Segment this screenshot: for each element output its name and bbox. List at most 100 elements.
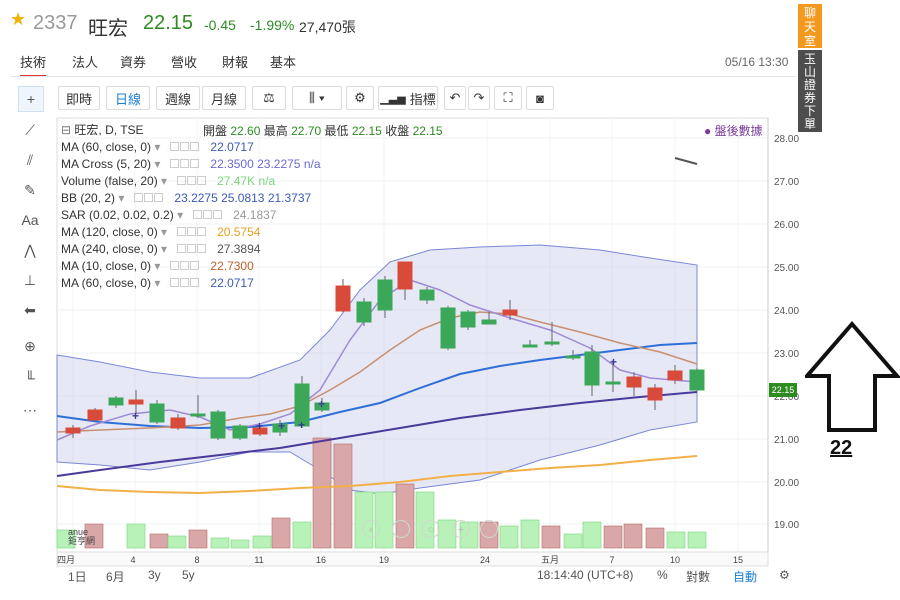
candle-body bbox=[502, 309, 518, 316]
close-value: 22.15 bbox=[412, 124, 443, 138]
legend-row[interactable]: MA (60, close, 0) ▾ 22.0717 bbox=[61, 275, 321, 292]
dropdown-icon[interactable]: ▾ bbox=[157, 242, 168, 256]
undo-icon[interactable]: ↶ bbox=[444, 86, 466, 110]
clock: 18:14:40 (UTC+8) bbox=[537, 568, 634, 582]
candle-body bbox=[252, 427, 268, 435]
ma-240-line bbox=[56, 391, 698, 477]
sar-marker: + bbox=[298, 418, 305, 432]
legend-controls[interactable] bbox=[170, 258, 206, 270]
tab-margin[interactable]: 資券 bbox=[120, 55, 147, 70]
legend-controls[interactable] bbox=[170, 139, 206, 151]
more-icon[interactable]: ⋯ bbox=[23, 401, 37, 418]
legend-controls[interactable] bbox=[134, 190, 170, 202]
bottom-bar: 1日 6月 3y 5y 18:14:40 (UTC+8) % 對數 自動 ⚙ bbox=[60, 566, 796, 584]
dropdown-icon[interactable]: ▾ bbox=[151, 140, 161, 154]
pattern-icon[interactable]: ⋀ bbox=[24, 241, 36, 258]
weekly-button[interactable]: 週線 bbox=[156, 86, 200, 110]
zoom-in-icon[interactable]: + bbox=[452, 520, 470, 538]
range-1d[interactable]: 1日 bbox=[68, 570, 87, 584]
tab-institutional[interactable]: 法人 bbox=[72, 55, 99, 70]
legend-values: 24.1837 bbox=[233, 208, 277, 222]
legend-controls[interactable] bbox=[170, 275, 206, 287]
indicators-button[interactable]: ▁▃▅ 指標 bbox=[378, 86, 438, 110]
dropdown-icon[interactable]: ▾ bbox=[115, 191, 125, 205]
volume: 27,470張 bbox=[299, 19, 356, 35]
broker-order-button[interactable]: 玉山證券下單 bbox=[798, 50, 822, 132]
daily-button[interactable]: 日線 bbox=[106, 86, 150, 110]
fullscreen-icon[interactable]: ⛶ bbox=[494, 86, 522, 110]
legend-name: MA (10, close, 0) bbox=[61, 259, 152, 273]
legend-controls[interactable] bbox=[193, 207, 229, 219]
range-6m[interactable]: 6月 bbox=[106, 570, 125, 584]
volume-bar bbox=[499, 525, 519, 549]
dropdown-icon[interactable]: ▾ bbox=[157, 225, 168, 239]
auto-toggle[interactable]: 自動 bbox=[733, 570, 758, 584]
scroll-left-icon[interactable]: ‹ bbox=[362, 520, 380, 538]
crosshair-icon[interactable]: + bbox=[18, 86, 44, 112]
percent-toggle[interactable]: % bbox=[657, 568, 668, 582]
legend-row[interactable]: MA (120, close, 0) ▾ 20.5754 bbox=[61, 224, 321, 241]
legend-controls[interactable] bbox=[177, 241, 213, 253]
measure-icon[interactable]: ⊥ bbox=[23, 271, 37, 288]
zoom-out-icon[interactable]: − bbox=[392, 520, 410, 538]
back-arrow-icon[interactable]: ⬅ bbox=[24, 301, 36, 318]
candle-body bbox=[689, 369, 705, 391]
brush-icon[interactable]: ✎ bbox=[24, 181, 36, 198]
tab-revenue[interactable]: 營收 bbox=[171, 55, 198, 70]
dropdown-icon[interactable]: ▾ bbox=[173, 208, 184, 222]
candle-body bbox=[647, 387, 663, 401]
legend-controls[interactable] bbox=[177, 173, 213, 185]
camera-icon[interactable]: ◙ bbox=[526, 86, 554, 110]
candle-body bbox=[149, 403, 165, 423]
reset-icon[interactable]: ○ bbox=[422, 520, 440, 538]
zoom-icon[interactable]: ⊕ bbox=[24, 337, 36, 354]
dropdown-icon[interactable]: ▾ bbox=[151, 276, 161, 290]
dropdown-icon[interactable]: ▾ bbox=[157, 174, 168, 188]
settings-small-icon[interactable]: ⚙ bbox=[779, 568, 790, 582]
favorite-star-icon[interactable]: ★ bbox=[10, 9, 27, 29]
fib-icon[interactable]: ⫽ bbox=[26, 151, 34, 168]
legend-name: Volume (false, 20) bbox=[61, 174, 158, 188]
dropdown-icon[interactable]: ▾ bbox=[151, 259, 161, 273]
realtime-button[interactable]: 即時 bbox=[58, 86, 100, 110]
high-label: 最高 bbox=[263, 124, 288, 138]
legend-row[interactable]: MA (240, close, 0) ▾ 27.3894 bbox=[61, 241, 321, 258]
chat-room-button[interactable]: 聊天室 bbox=[798, 4, 822, 48]
legend-controls[interactable] bbox=[177, 224, 213, 236]
scale-icon[interactable]: ⚖ bbox=[252, 86, 286, 110]
y-tick-label: 24.00 bbox=[774, 306, 799, 317]
volume-bar bbox=[563, 533, 583, 549]
tab-basic[interactable]: 基本 bbox=[270, 55, 297, 70]
settings-icon[interactable]: ⚙ bbox=[346, 86, 374, 110]
log-toggle[interactable]: 對數 bbox=[686, 570, 711, 584]
scroll-right-icon[interactable]: › bbox=[480, 520, 498, 538]
redo-icon[interactable]: ↷ bbox=[468, 86, 490, 110]
after-hours-link[interactable]: ● 盤後數據 bbox=[704, 124, 763, 138]
legend-row[interactable]: Volume (false, 20) ▾ 27.47K n/a bbox=[61, 173, 321, 190]
quote-header: ★ 2337 旺宏 22.15 -0.45 -1.99% 27,470張 bbox=[0, 0, 800, 42]
legend-row[interactable]: MA (10, close, 0) ▾ 22.7300 bbox=[61, 258, 321, 275]
text-tool-icon[interactable]: Aa bbox=[21, 212, 39, 228]
tab-financials[interactable]: 財報 bbox=[222, 55, 249, 70]
ruler-icon[interactable]: ╙ bbox=[25, 370, 35, 386]
candle-body bbox=[481, 319, 497, 325]
legend-row[interactable]: SAR (0.02, 0.02, 0.2) ▾ 24.1837 bbox=[61, 207, 321, 224]
legend-controls[interactable] bbox=[170, 156, 206, 168]
legend-row[interactable]: BB (20, 2) ▾ 23.2275 25.0813 21.3737 bbox=[61, 190, 321, 207]
trendline-icon[interactable]: ⟋ bbox=[25, 121, 35, 138]
x-tick-label: 15 bbox=[733, 555, 743, 565]
monthly-button[interactable]: 月線 bbox=[202, 86, 246, 110]
collapse-icon[interactable]: ⊟ bbox=[61, 123, 72, 137]
range-3y[interactable]: 3y bbox=[148, 568, 161, 582]
legend-values: 20.5754 bbox=[217, 225, 261, 239]
annotation-label: 22 bbox=[830, 437, 853, 459]
legend-name: MA (60, close, 0) bbox=[61, 140, 152, 154]
candle-type-icon[interactable]: ⫼ ▾ bbox=[292, 86, 342, 110]
legend-row[interactable]: MA Cross (5, 20) ▾ 22.3500 23.2275 n/a bbox=[61, 156, 321, 173]
legend-row[interactable]: MA (60, close, 0) ▾ 22.0717 bbox=[61, 139, 321, 156]
volume-bar bbox=[395, 483, 415, 549]
dropdown-icon[interactable]: ▾ bbox=[151, 157, 161, 171]
range-5y[interactable]: 5y bbox=[182, 568, 195, 582]
volume-bar bbox=[210, 537, 230, 549]
